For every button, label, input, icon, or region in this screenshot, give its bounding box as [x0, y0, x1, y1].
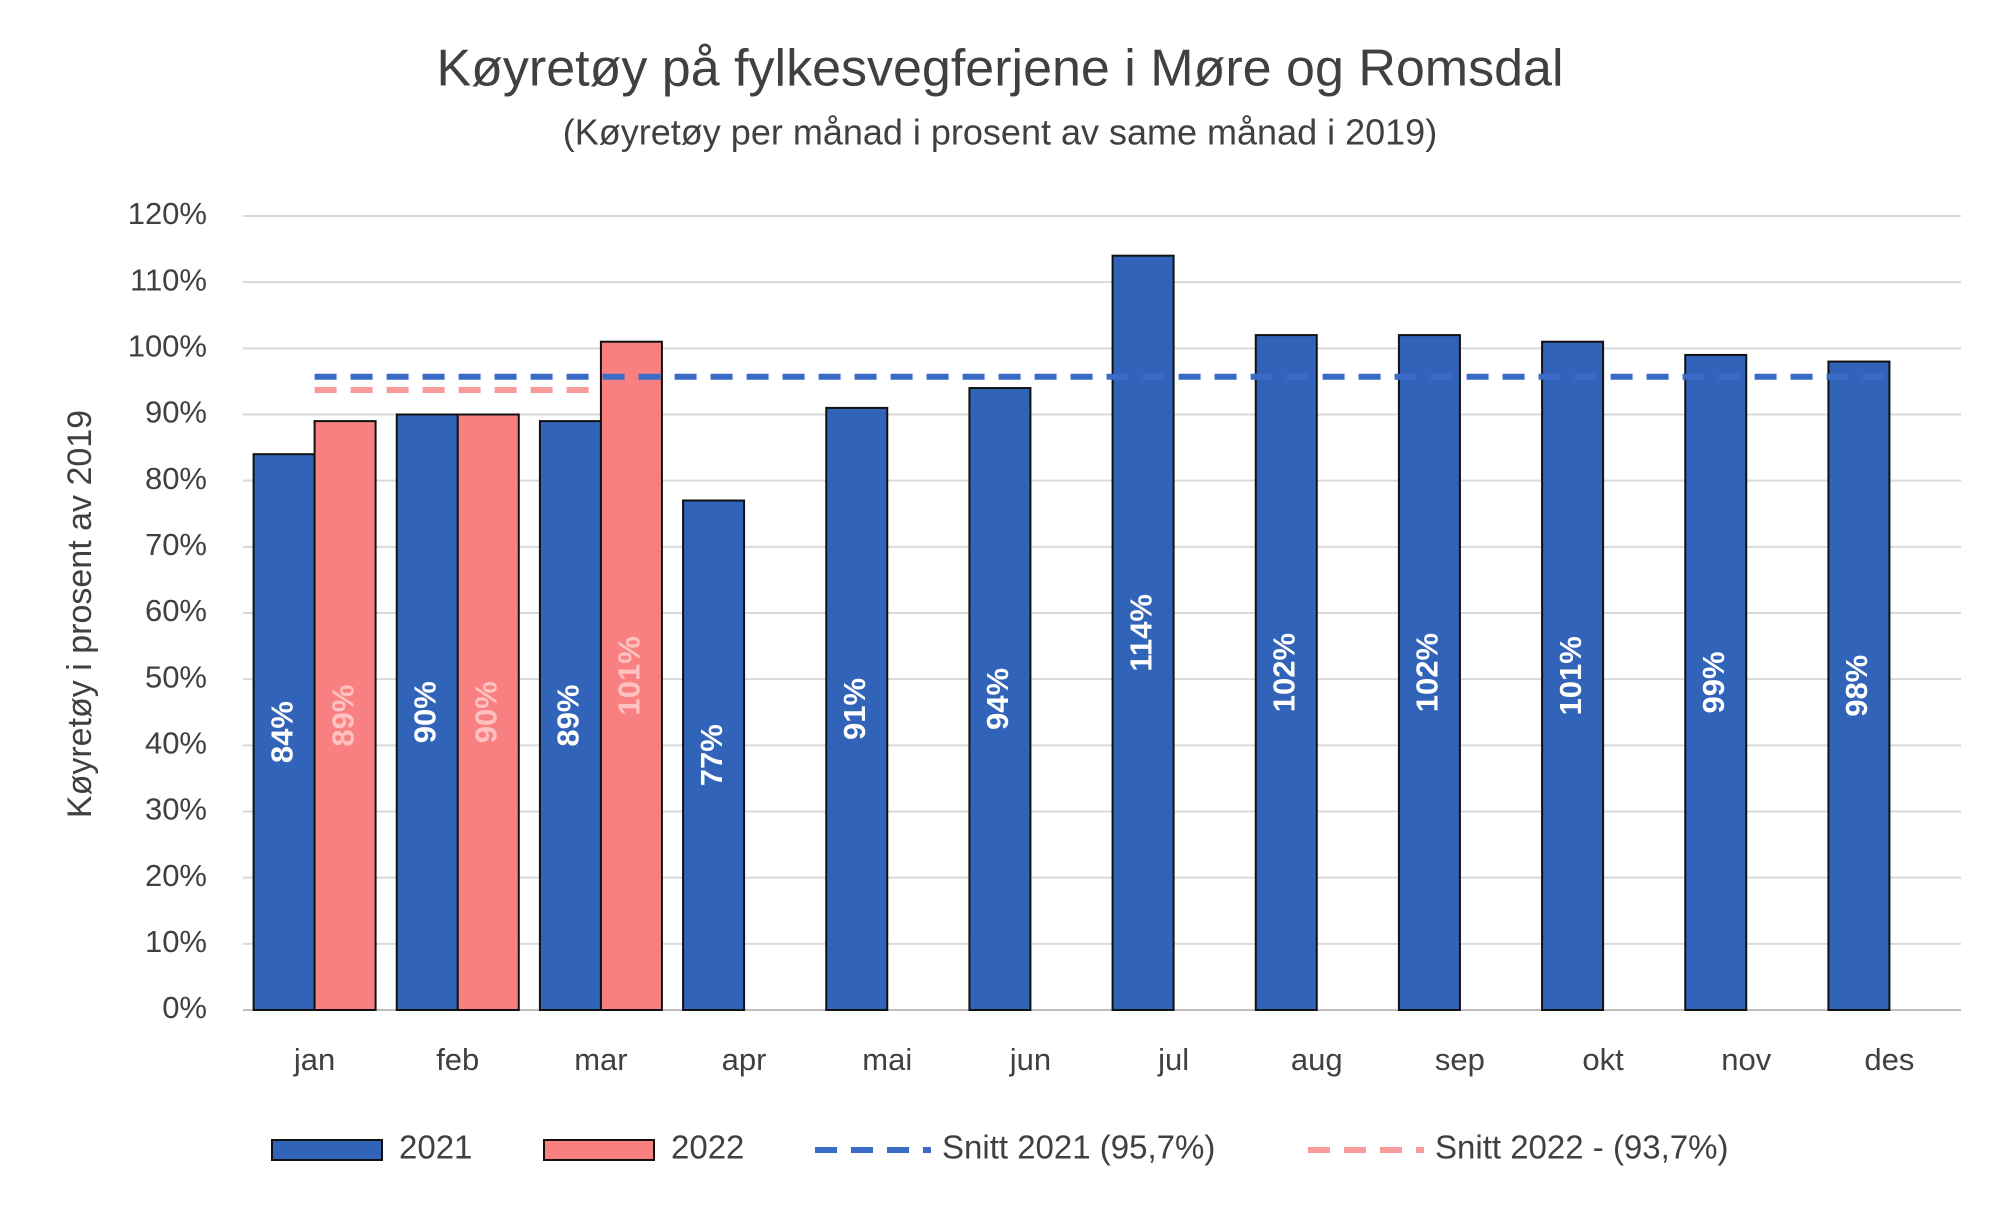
bar	[599, 340, 663, 1011]
data-label: 102%	[1410, 633, 1445, 712]
x-tick-label: feb	[436, 1042, 479, 1077]
y-tick-label: 80%	[145, 461, 207, 496]
y-tick-label: 60%	[145, 593, 207, 628]
y-tick-label: 50%	[145, 659, 207, 694]
y-axis-title: Køyretøy i prosent av 2019	[61, 410, 99, 818]
legend-label: Snitt 2021 (95,7%)	[942, 1129, 1215, 1166]
data-label: 89%	[551, 685, 586, 747]
y-tick-label: 40%	[145, 726, 207, 761]
x-tick-label: jun	[1009, 1042, 1051, 1077]
x-tick-label: sep	[1435, 1042, 1485, 1077]
y-tick-label: 10%	[145, 924, 207, 959]
data-label: 84%	[264, 701, 299, 763]
y-tick-label: 120%	[128, 196, 207, 231]
data-label: 90%	[468, 681, 503, 743]
x-tick-label: mai	[862, 1042, 912, 1077]
x-tick-label: des	[1864, 1042, 1914, 1077]
bar	[825, 406, 889, 1011]
x-tick-label: apr	[722, 1042, 767, 1077]
data-label: 101%	[1553, 636, 1588, 715]
chart-title: Køyretøy på fylkesvegferjene i Møre og R…	[436, 40, 1563, 98]
y-tick-label: 100%	[128, 329, 207, 364]
x-tick-label: nov	[1721, 1042, 1771, 1077]
data-label: 102%	[1266, 633, 1301, 712]
legend-label: 2021	[399, 1129, 472, 1166]
bar	[682, 499, 746, 1011]
bar	[456, 413, 520, 1011]
bar	[968, 387, 1032, 1011]
data-label: 91%	[837, 678, 872, 740]
x-tick-label: aug	[1291, 1042, 1343, 1077]
y-tick-label: 20%	[145, 858, 207, 893]
x-tick-label: okt	[1582, 1042, 1624, 1077]
legend-label: Snitt 2022 - (93,7%)	[1435, 1129, 1729, 1166]
data-label: 98%	[1839, 655, 1874, 717]
bar	[1254, 334, 1318, 1012]
chart-subtitle: (Køyretøy per månad i prosent av same må…	[563, 112, 1437, 153]
bar	[1684, 353, 1748, 1011]
legend-swatch	[543, 1139, 655, 1161]
data-label: 89%	[325, 685, 360, 747]
y-tick-label: 110%	[130, 262, 207, 297]
y-tick-label: 90%	[145, 395, 207, 430]
bar	[313, 420, 377, 1012]
data-label: 94%	[980, 668, 1015, 730]
bar	[538, 420, 602, 1012]
x-tick-label: mar	[574, 1042, 627, 1077]
y-tick-label: 0%	[162, 990, 207, 1025]
y-tick-label: 30%	[145, 792, 207, 827]
legend-swatch	[271, 1139, 383, 1161]
data-label: 114%	[1123, 594, 1158, 672]
legend-label: 2022	[671, 1129, 744, 1166]
bar	[395, 413, 459, 1011]
data-label: 101%	[612, 636, 647, 715]
data-label: 90%	[407, 681, 442, 743]
bar	[1111, 254, 1175, 1011]
bar	[1827, 360, 1891, 1012]
x-tick-label: jul	[1157, 1042, 1189, 1077]
bar	[1397, 334, 1461, 1012]
bar	[1541, 340, 1605, 1011]
x-tick-label: jan	[293, 1042, 335, 1077]
data-label: 77%	[694, 724, 729, 786]
y-tick-label: 70%	[145, 527, 207, 562]
data-label: 99%	[1696, 651, 1731, 713]
